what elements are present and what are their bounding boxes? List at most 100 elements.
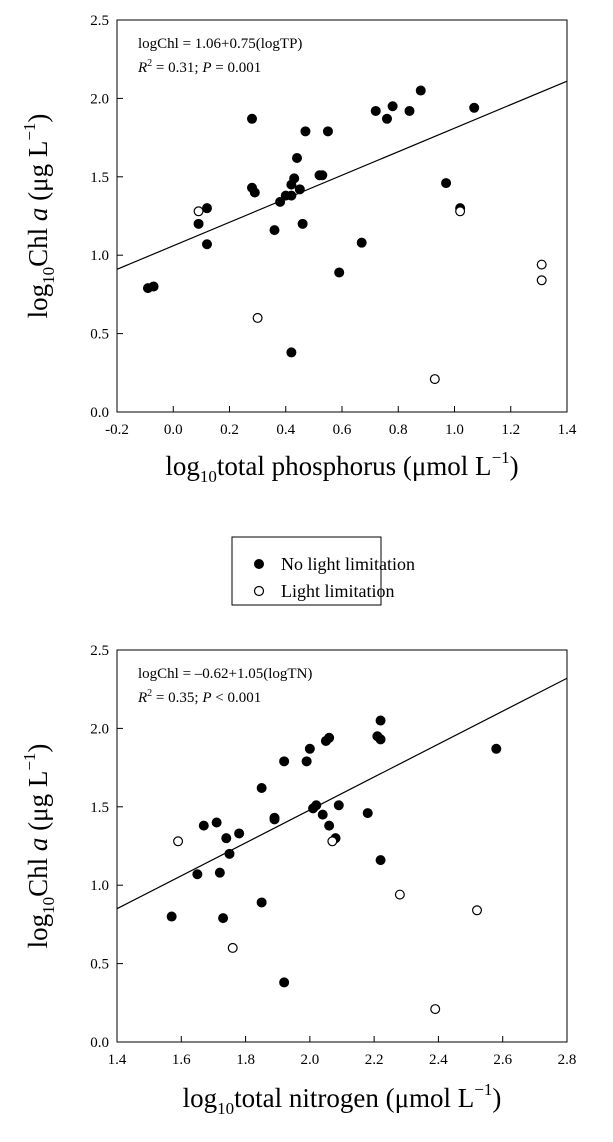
data-point-no-light-limitation (286, 347, 297, 358)
regression-equation: logChl = –0.62+1.05(logTN) (138, 666, 312, 682)
data-point-light-limitation (394, 889, 405, 900)
data-point-no-light-limitation (246, 113, 257, 124)
data-point-no-light-limitation (201, 203, 212, 214)
y-tick-label: 0.5 (90, 327, 109, 343)
y-tick-label: 1.0 (90, 248, 109, 264)
x-axis-title: log10total nitrogen (μmol L−1) (183, 1080, 502, 1118)
data-point-no-light-limitation (381, 113, 392, 124)
y-tick-label: 1.0 (90, 878, 109, 894)
y-tick-label: 0.0 (90, 1035, 109, 1051)
data-point-no-light-limitation (334, 267, 345, 278)
data-point-no-light-limitation (192, 869, 203, 880)
data-point-light-limitation (430, 1004, 441, 1015)
regression-line (116, 677, 568, 910)
x-axis-title: log10total phosphorus (μmol L−1) (165, 448, 518, 486)
data-point-light-limitation (472, 905, 483, 916)
legend-marker-filled (254, 559, 264, 569)
data-point-no-light-limitation (218, 913, 229, 924)
x-tick-label: 2.0 (300, 1052, 319, 1068)
data-point-no-light-limitation (148, 281, 159, 292)
legend: No light limitation Light limitation (231, 536, 415, 606)
data-point-no-light-limitation (279, 977, 290, 988)
x-tick-label: 0.4 (276, 422, 295, 438)
data-point-no-light-limitation (375, 734, 386, 745)
data-point-no-light-limitation (249, 187, 260, 198)
x-tick-label: 0.6 (333, 422, 352, 438)
data-point-no-light-limitation (370, 105, 381, 116)
x-tick-label: 1.6 (172, 1052, 191, 1068)
y-tick-label: 1.5 (90, 800, 109, 816)
data-point-no-light-limitation (198, 820, 209, 831)
data-point-no-light-limitation (294, 184, 305, 195)
data-point-no-light-limitation (300, 126, 311, 137)
data-point-light-limitation (536, 259, 547, 270)
y-tick-label: 2.5 (90, 13, 109, 29)
data-point-light-limitation (455, 206, 466, 217)
data-point-no-light-limitation (269, 812, 280, 823)
data-point-no-light-limitation (234, 828, 245, 839)
data-points (142, 85, 547, 385)
regression-stats: R2 = 0.35; P < 0.001 (137, 688, 261, 706)
data-point-no-light-limitation (333, 800, 344, 811)
x-tick-label: 0.2 (220, 422, 239, 438)
x-tick-label: 1.2 (501, 422, 520, 438)
phosphorus-chart: -0.2 0.0 0.2 0.4 0.6 0.8 1.0 1.2 1.4 0.00.51.01.… (20, 13, 577, 486)
data-point-light-limitation (227, 942, 238, 953)
data-point-light-limitation (327, 836, 338, 847)
data-point-no-light-limitation (289, 173, 300, 184)
data-point-no-light-limitation (311, 800, 322, 811)
data-point-no-light-limitation (304, 743, 315, 754)
x-tick-label: 1.0 (445, 422, 464, 438)
data-point-light-limitation (173, 836, 184, 847)
data-point-no-light-limitation (317, 170, 328, 181)
y-tick-label: 2.5 (90, 643, 109, 659)
plot-frame (116, 19, 568, 413)
data-point-no-light-limitation (322, 126, 333, 137)
legend-marker-open (253, 585, 265, 597)
data-point-no-light-limitation (256, 782, 267, 793)
data-point-no-light-limitation (193, 218, 204, 229)
y-axis-title: log10Chl a (μg L−1) (20, 114, 58, 319)
data-point-no-light-limitation (301, 756, 312, 767)
x-tick-label: 2.8 (558, 1052, 577, 1068)
x-tick-label: 2.4 (429, 1052, 448, 1068)
x-tick-label: 0.0 (164, 422, 183, 438)
y-tick-label: 0.0 (90, 405, 109, 421)
data-point-no-light-limitation (441, 178, 452, 189)
data-point-no-light-limitation (256, 897, 267, 908)
y-axis-ticks: 0.0 0.5 1.0 1.5 2.0 2.5 (90, 13, 123, 421)
data-point-no-light-limitation (201, 239, 212, 250)
data-point-no-light-limitation (269, 225, 280, 236)
data-point-no-light-limitation (362, 808, 373, 819)
y-tick-label: 1.5 (90, 170, 109, 186)
data-point-no-light-limitation (291, 152, 302, 163)
data-point-no-light-limitation (224, 848, 235, 859)
data-point-no-light-limitation (375, 715, 386, 726)
data-point-no-light-limitation (221, 833, 232, 844)
data-point-light-limitation (193, 206, 204, 217)
y-axis-ticks: 0.0 0.5 1.0 1.5 2.0 2.5 (90, 643, 123, 1051)
data-point-no-light-limitation (166, 911, 177, 922)
data-point-light-limitation (429, 374, 440, 385)
y-tick-label: 2.0 (90, 721, 109, 737)
data-point-no-light-limitation (297, 218, 308, 229)
regression-stats: R2 = 0.31; P = 0.001 (137, 58, 261, 76)
data-point-no-light-limitation (415, 85, 426, 96)
data-point-no-light-limitation (404, 105, 415, 116)
nitrogen-chart: 1.4 1.6 1.8 2.0 2.2 2.4 2.6 2.8 0.0 0.5 1.0 1.5 2.0… (20, 643, 576, 1118)
data-point-no-light-limitation (211, 817, 222, 828)
legend-label-light-limitation: Light limitation (281, 581, 395, 601)
data-point-no-light-limitation (279, 756, 290, 767)
x-axis-ticks: 1.4 1.6 1.8 2.0 2.2 2.4 2.6 2.8 (108, 1036, 577, 1068)
x-tick-label: 0.8 (389, 422, 408, 438)
data-point-no-light-limitation (214, 867, 225, 878)
data-point-no-light-limitation (356, 237, 367, 248)
regression-equation: logChl = 1.06+0.75(logTP) (138, 36, 302, 52)
data-point-light-limitation (536, 275, 547, 286)
data-point-no-light-limitation (491, 743, 502, 754)
data-point-light-limitation (252, 312, 263, 323)
data-point-no-light-limitation (387, 101, 398, 112)
regression-line (116, 80, 568, 270)
y-axis-title: log10Chl a (μg L−1) (20, 744, 58, 949)
